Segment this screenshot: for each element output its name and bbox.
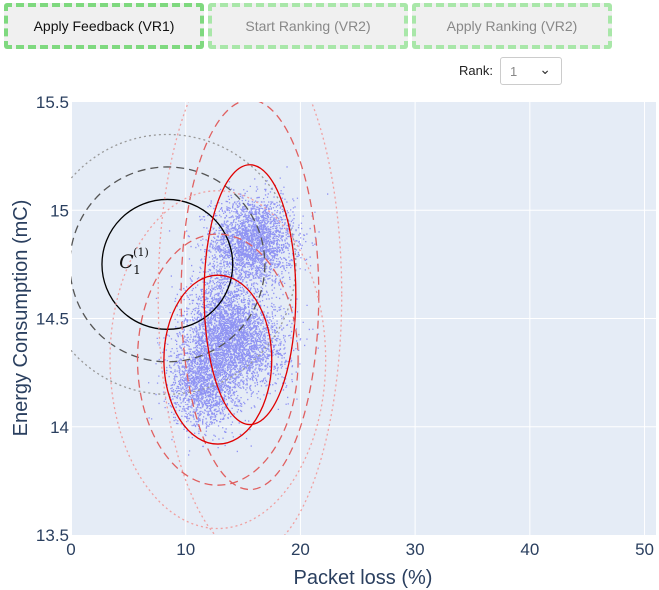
y-tick-label: 13.5 (36, 526, 69, 545)
annotation-superscript: (1) (133, 246, 149, 259)
y-tick-label: 14.5 (36, 310, 69, 329)
x-axis-title: Packet loss (%) (294, 567, 433, 589)
x-tick-label: 50 (635, 540, 654, 559)
y-axis-title: Energy Consumption (mC) (10, 200, 32, 437)
y-tick-label: 14 (50, 418, 69, 437)
rank-label: Rank: (459, 63, 493, 78)
confidence-ellipse (71, 133, 297, 395)
x-tick-label: 20 (291, 540, 310, 559)
annotation-subscript: 1 (133, 263, 141, 277)
confidence-ellipse (109, 190, 327, 530)
confidence-ellipse (180, 102, 320, 491)
apply-ranking-button[interactable]: Apply Ranking (VR2) (412, 3, 612, 49)
x-tick-label: 30 (406, 540, 425, 559)
chevron-down-icon: ⌄ (539, 61, 551, 77)
rank-select[interactable]: 1 ⌄ (500, 57, 562, 85)
start-ranking-button[interactable]: Start Ranking (VR2) (208, 3, 408, 49)
confidence-ellipse (203, 164, 297, 426)
confidence-ellipse (163, 274, 273, 445)
x-tick-label: 10 (176, 540, 195, 559)
x-tick-label: 0 (66, 540, 75, 559)
confidence-ellipse (136, 233, 299, 486)
confidence-ellipse (71, 166, 266, 363)
rank-value: 1 (510, 64, 518, 79)
confidence-ellipse (157, 102, 343, 535)
y-tick-label: 15.5 (36, 93, 69, 112)
apply-feedback-button[interactable]: Apply Feedback (VR1) (4, 3, 204, 49)
annotation-text: C (119, 251, 134, 273)
x-tick-label: 40 (520, 540, 539, 559)
y-tick-label: 15 (50, 201, 69, 220)
cluster-annotation: C 1 (1) (119, 246, 149, 277)
